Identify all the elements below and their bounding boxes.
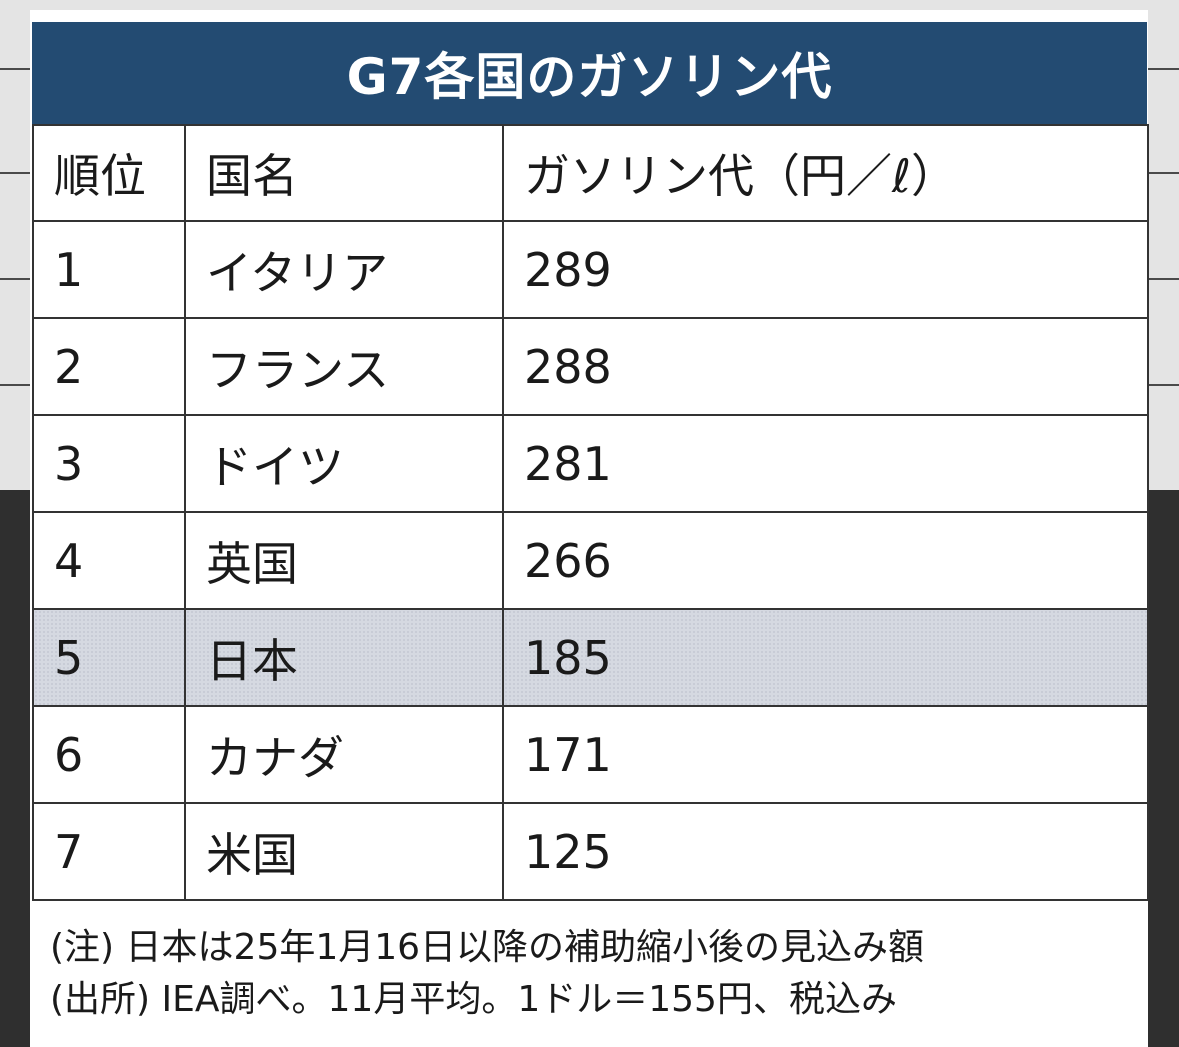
column-header-price: ガソリン代（円／ℓ） [502,124,1149,222]
price-cell: 125 [502,802,1149,901]
table-title: G7各国のガソリン代 [32,22,1147,124]
price-cell: 171 [502,705,1149,804]
table-row: 1 イタリア 289 [32,220,1149,319]
price-cell: 266 [502,511,1149,610]
table-row: 4 英国 266 [32,511,1149,610]
country-cell: 日本 [184,608,504,707]
country-cell: カナダ [184,705,504,804]
table-row: 3 ドイツ 281 [32,414,1149,513]
header-row: 順位 国名 ガソリン代（円／ℓ） [32,124,1149,222]
gasoline-price-table: 順位 国名 ガソリン代（円／ℓ） 1 イタリア 289 2 フランス 288 3 ドイツ 281… [32,124,1149,901]
table-row: 2 フランス 288 [32,317,1149,416]
gasoline-price-card: G7各国のガソリン代 順位 国名 ガソリン代（円／ℓ） 1 イタリア 289 2 フラン… [30,10,1149,1047]
rank-cell: 2 [32,317,186,416]
table-row: 6 カナダ 171 [32,705,1149,804]
price-cell: 281 [502,414,1149,513]
rank-cell: 6 [32,705,186,804]
country-cell: フランス [184,317,504,416]
country-cell: ドイツ [184,414,504,513]
rank-cell: 7 [32,802,186,901]
table-row: 7 米国 125 [32,802,1149,901]
column-header-rank: 順位 [32,124,186,222]
country-cell: イタリア [184,220,504,319]
notes: (注) 日本は25年1月16日以降の補助縮小後の見込み額 (出所) IEA調べ。… [50,922,1140,1026]
rank-cell: 1 [32,220,186,319]
note-line: (注) 日本は25年1月16日以降の補助縮小後の見込み額 [50,927,925,968]
country-cell: 英国 [184,511,504,610]
country-cell: 米国 [184,802,504,901]
column-header-country: 国名 [184,124,504,222]
price-cell: 185 [502,608,1149,707]
rank-cell: 3 [32,414,186,513]
price-cell: 288 [502,317,1149,416]
table-row: 5 日本 185 [32,608,1149,707]
rank-cell: 5 [32,608,186,707]
source-line: (出所) IEA調べ。11月平均。1ドル＝155円、税込み [50,979,897,1020]
price-cell: 289 [502,220,1149,319]
rank-cell: 4 [32,511,186,610]
